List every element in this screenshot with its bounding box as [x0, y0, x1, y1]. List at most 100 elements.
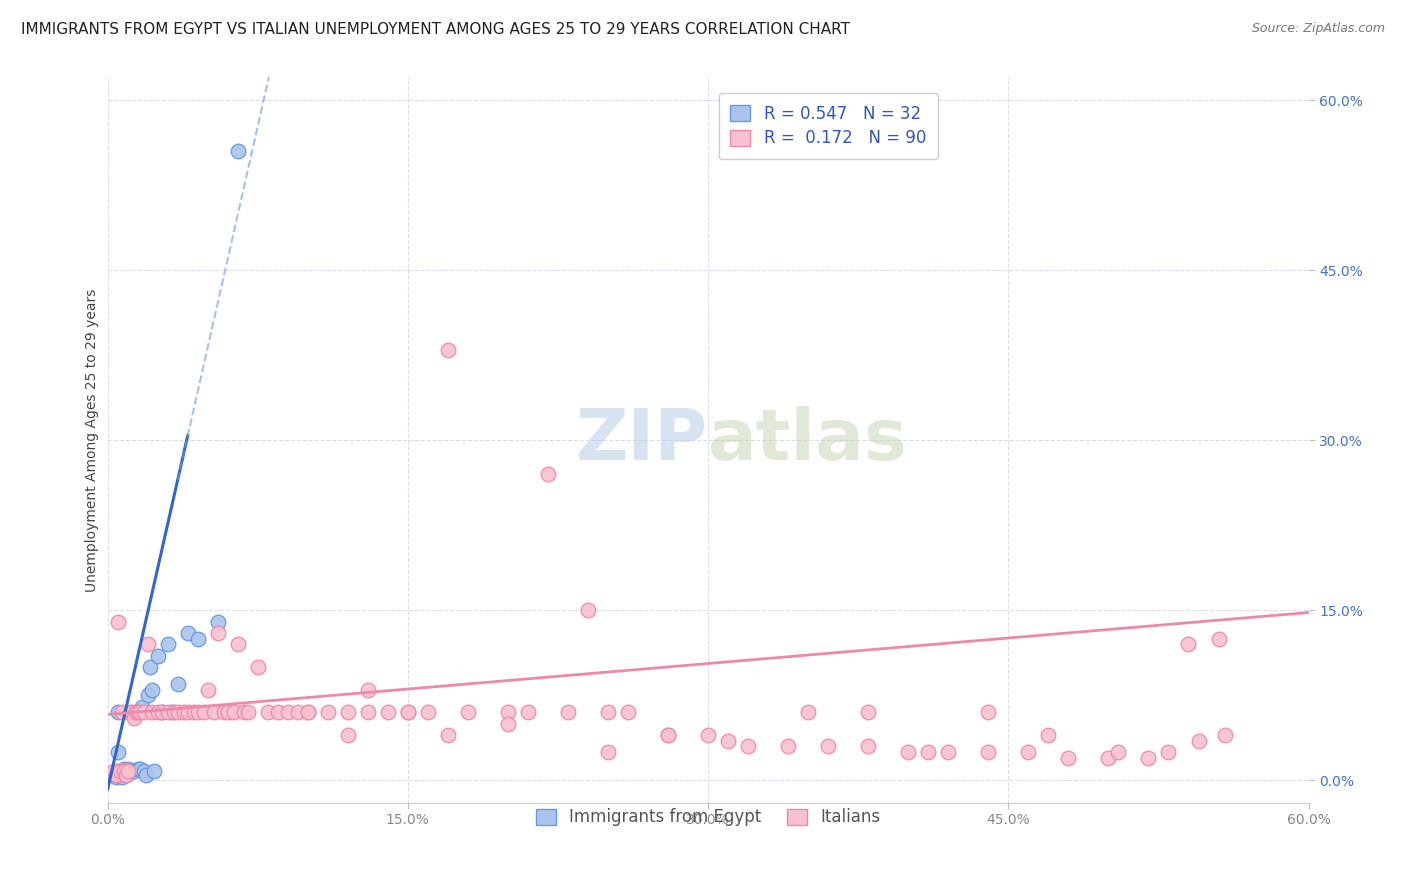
Point	[778, 739, 800, 754]
Point	[496, 716, 519, 731]
Point	[142, 764, 165, 779]
Point	[136, 688, 159, 702]
Point	[437, 728, 460, 742]
Point	[103, 764, 125, 779]
Point	[111, 770, 134, 784]
Point	[117, 764, 139, 779]
Point	[517, 706, 540, 720]
Point	[166, 677, 188, 691]
Point	[183, 706, 205, 720]
Point	[1107, 745, 1129, 759]
Point	[104, 767, 127, 781]
Point	[277, 706, 299, 720]
Point	[104, 770, 127, 784]
Point	[107, 764, 129, 779]
Point	[187, 632, 209, 646]
Point	[107, 706, 129, 720]
Point	[146, 648, 169, 663]
Point	[128, 762, 150, 776]
Point	[176, 706, 198, 720]
Point	[657, 728, 679, 742]
Point	[114, 767, 136, 781]
Point	[1097, 750, 1119, 764]
Point	[118, 764, 141, 779]
Point	[697, 728, 720, 742]
Point	[267, 706, 290, 720]
Point	[977, 745, 1000, 759]
Point	[107, 745, 129, 759]
Point	[118, 706, 141, 720]
Point	[197, 682, 219, 697]
Point	[297, 706, 319, 720]
Point	[496, 706, 519, 720]
Point	[127, 762, 149, 776]
Point	[156, 637, 179, 651]
Point	[124, 706, 146, 720]
Point	[596, 745, 619, 759]
Point	[396, 706, 419, 720]
Point	[897, 745, 920, 759]
Point	[357, 682, 380, 697]
Point	[917, 745, 939, 759]
Text: atlas: atlas	[709, 406, 908, 475]
Point	[226, 144, 249, 158]
Point	[357, 706, 380, 720]
Point	[297, 706, 319, 720]
Point	[108, 767, 131, 781]
Point	[1187, 733, 1209, 747]
Point	[1017, 745, 1039, 759]
Point	[222, 706, 245, 720]
Point	[122, 711, 145, 725]
Point	[1137, 750, 1160, 764]
Point	[256, 706, 278, 720]
Point	[156, 706, 179, 720]
Point	[1038, 728, 1060, 742]
Point	[817, 739, 839, 754]
Point	[117, 762, 139, 776]
Point	[146, 706, 169, 720]
Point	[193, 706, 215, 720]
Point	[212, 706, 235, 720]
Point	[936, 745, 959, 759]
Point	[596, 706, 619, 720]
Point	[128, 706, 150, 720]
Point	[150, 706, 173, 720]
Point	[103, 767, 125, 781]
Point	[1213, 728, 1236, 742]
Point	[207, 615, 229, 629]
Point	[1157, 745, 1180, 759]
Point	[797, 706, 820, 720]
Point	[163, 706, 186, 720]
Point	[977, 706, 1000, 720]
Point	[122, 764, 145, 779]
Point	[336, 706, 359, 720]
Point	[437, 343, 460, 357]
Point	[457, 706, 479, 720]
Point	[1177, 637, 1199, 651]
Point	[217, 706, 239, 720]
Point	[136, 637, 159, 651]
Point	[132, 764, 155, 779]
Point	[141, 682, 163, 697]
Point	[135, 767, 157, 781]
Point	[537, 467, 560, 482]
Text: Source: ZipAtlas.com: Source: ZipAtlas.com	[1251, 22, 1385, 36]
Point	[207, 626, 229, 640]
Point	[717, 733, 740, 747]
Point	[226, 637, 249, 651]
Point	[1057, 750, 1080, 764]
Point	[858, 739, 880, 754]
Point	[617, 706, 640, 720]
Point	[336, 728, 359, 742]
Point	[236, 706, 259, 720]
Point	[150, 706, 173, 720]
Point	[131, 699, 153, 714]
Point	[112, 762, 135, 776]
Point	[396, 706, 419, 720]
Point	[111, 706, 134, 720]
Point	[187, 706, 209, 720]
Point	[141, 706, 163, 720]
Point	[112, 764, 135, 779]
Point	[127, 706, 149, 720]
Point	[121, 706, 143, 720]
